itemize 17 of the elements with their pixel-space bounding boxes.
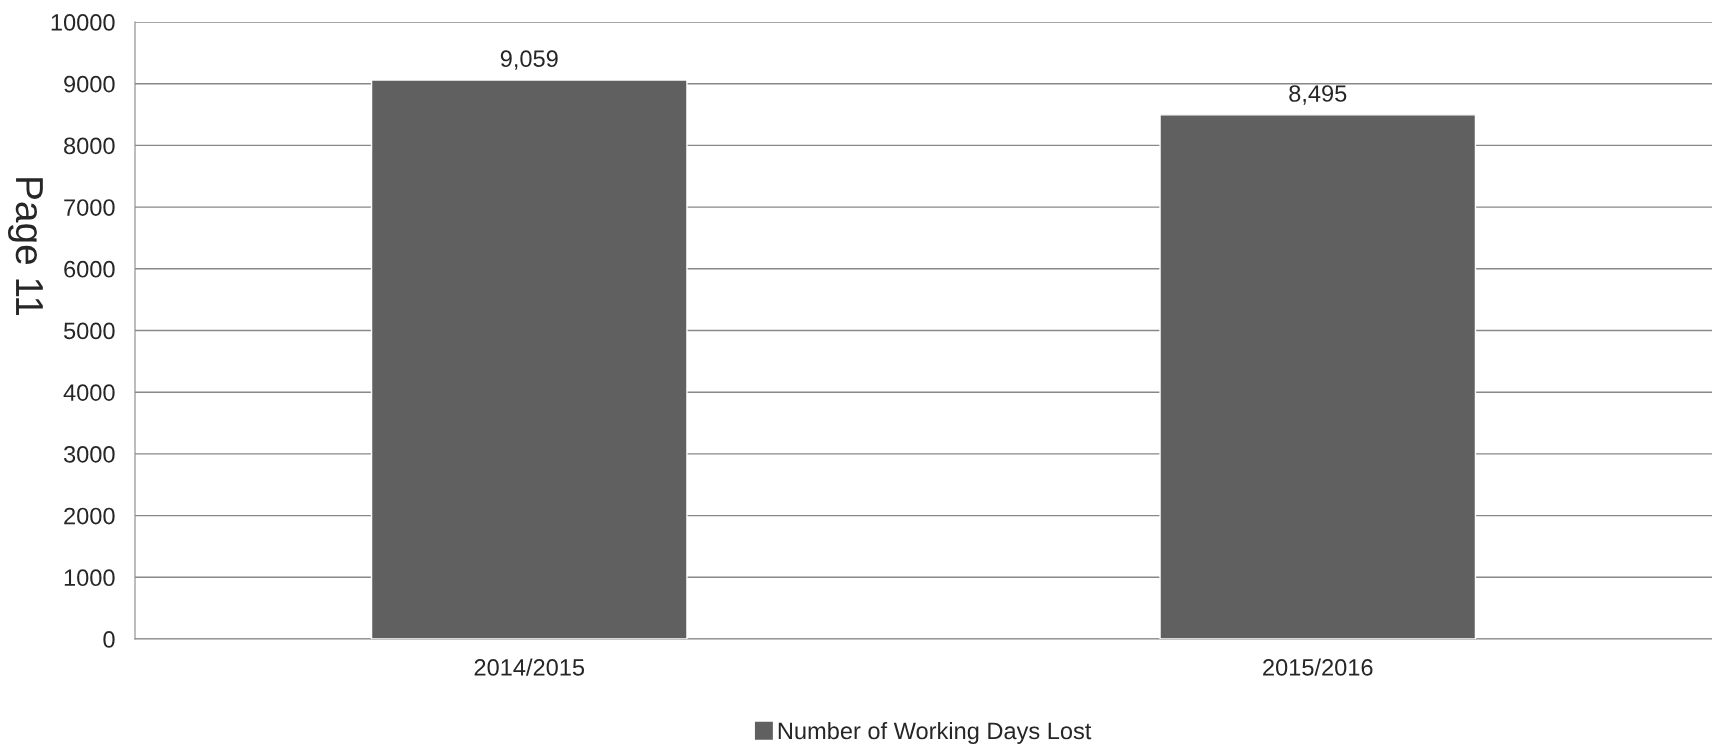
y-tick-label: 9000	[64, 75, 115, 93]
y-tick-label: 8000	[64, 137, 115, 155]
text: Page 11	[8, 178, 43, 316]
y-tick-label: 5000	[63, 322, 115, 340]
y-tick-label: 3000	[63, 445, 115, 463]
x-tick-label: 2014/2015	[474, 658, 585, 676]
legend-label: Number of Working Days Lost	[778, 721, 1092, 744]
y-tick-label: 10000	[51, 14, 115, 31]
y-tick-label: 7000	[64, 199, 115, 216]
y-tick-label: 4000	[63, 384, 115, 401]
y-tick-label: 0	[103, 631, 115, 648]
data-label: 9,059	[500, 50, 558, 70]
y-tick-label: 2000	[64, 507, 115, 525]
y-tick-label: 1000	[64, 569, 115, 587]
data-label: 8,495	[1289, 85, 1347, 105]
y-tick-label: 6000	[64, 260, 115, 278]
x-tick-label: 2015/2016	[1263, 658, 1373, 676]
